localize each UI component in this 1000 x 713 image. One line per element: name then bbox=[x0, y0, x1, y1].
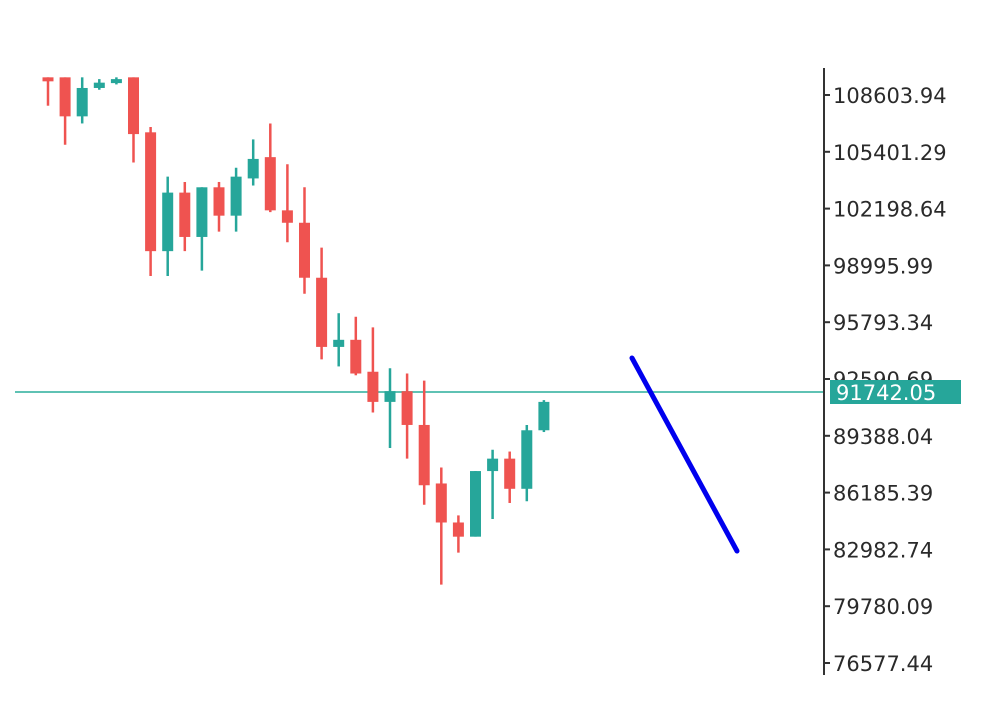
candle-body bbox=[350, 339, 362, 374]
candle[interactable] bbox=[487, 449, 499, 519]
axis-tick-label: 79780.09 bbox=[833, 595, 933, 619]
candle[interactable] bbox=[316, 247, 328, 360]
candle-body bbox=[384, 391, 396, 402]
candle[interactable] bbox=[247, 139, 259, 186]
current-price-tag: 91742.05 bbox=[830, 380, 961, 405]
candle-body bbox=[333, 339, 345, 347]
candle-body bbox=[487, 458, 499, 472]
candle-body bbox=[145, 132, 157, 252]
candle-body bbox=[418, 424, 430, 486]
axis-tick-label: 82982.74 bbox=[833, 538, 933, 562]
candle[interactable] bbox=[76, 77, 88, 124]
axis-tick-label: 108603.94 bbox=[833, 84, 947, 108]
candle-body bbox=[299, 222, 310, 278]
candle[interactable] bbox=[538, 400, 550, 433]
candle[interactable] bbox=[230, 167, 242, 232]
candle[interactable] bbox=[401, 373, 413, 459]
candle[interactable] bbox=[93, 79, 105, 90]
axis-tick-label: 76577.44 bbox=[833, 652, 933, 676]
candle-body bbox=[59, 77, 71, 117]
axis-tick-label: 98995.99 bbox=[833, 254, 933, 278]
candle[interactable] bbox=[521, 424, 533, 502]
candle-body bbox=[367, 371, 379, 402]
candle[interactable] bbox=[384, 368, 396, 449]
candle-body bbox=[470, 471, 481, 537]
candles-group bbox=[42, 77, 550, 585]
axis-tick-label: 86185.39 bbox=[833, 482, 933, 506]
candle[interactable] bbox=[110, 77, 122, 85]
candle[interactable] bbox=[470, 471, 481, 537]
candle[interactable] bbox=[350, 316, 362, 376]
candle-body bbox=[538, 401, 550, 431]
current-price-label: 91742.05 bbox=[836, 381, 936, 405]
candle-body bbox=[162, 192, 174, 252]
candle[interactable] bbox=[196, 187, 208, 271]
axis-tick-label: 102198.64 bbox=[833, 198, 947, 222]
candle[interactable] bbox=[213, 181, 225, 232]
axis-tick-label: 95793.34 bbox=[833, 311, 933, 335]
candle-body bbox=[179, 192, 191, 237]
candle-body bbox=[110, 79, 122, 84]
candle[interactable] bbox=[504, 451, 516, 503]
candle-body bbox=[213, 187, 225, 216]
candle-body bbox=[76, 87, 88, 117]
candle-body bbox=[281, 210, 293, 223]
candle-body bbox=[504, 458, 516, 489]
candle[interactable] bbox=[179, 181, 191, 252]
candle-body bbox=[521, 430, 533, 489]
candle[interactable] bbox=[452, 515, 464, 553]
candle[interactable] bbox=[128, 77, 139, 163]
candle[interactable] bbox=[162, 176, 174, 276]
plot-area[interactable] bbox=[15, 77, 823, 585]
candle[interactable] bbox=[145, 126, 157, 276]
candle-body bbox=[401, 391, 413, 425]
candle-body bbox=[264, 157, 276, 211]
price-axis[interactable]: 108603.94 105401.29 102198.64 98995.99 95793… bbox=[823, 68, 961, 676]
candle[interactable] bbox=[435, 467, 447, 585]
candle-body bbox=[128, 77, 139, 135]
candle-body bbox=[316, 277, 328, 347]
candle-body bbox=[196, 187, 208, 237]
axis-tick-label: 89388.04 bbox=[833, 425, 933, 449]
candle-body bbox=[42, 77, 54, 82]
candle[interactable] bbox=[281, 164, 293, 243]
candle[interactable] bbox=[299, 187, 310, 294]
candle[interactable] bbox=[59, 77, 71, 145]
candle-body bbox=[435, 483, 447, 523]
candle-body bbox=[247, 158, 259, 179]
candle-body bbox=[452, 522, 464, 537]
candle[interactable] bbox=[333, 313, 345, 367]
candle[interactable] bbox=[264, 123, 276, 213]
candle[interactable] bbox=[42, 77, 54, 106]
candle-body bbox=[230, 176, 242, 216]
candle-body bbox=[93, 82, 105, 88]
candle[interactable] bbox=[418, 380, 430, 505]
candle[interactable] bbox=[367, 327, 379, 413]
trend-line-drawing[interactable] bbox=[629, 355, 740, 554]
axis-tick-label: 105401.29 bbox=[833, 141, 947, 165]
